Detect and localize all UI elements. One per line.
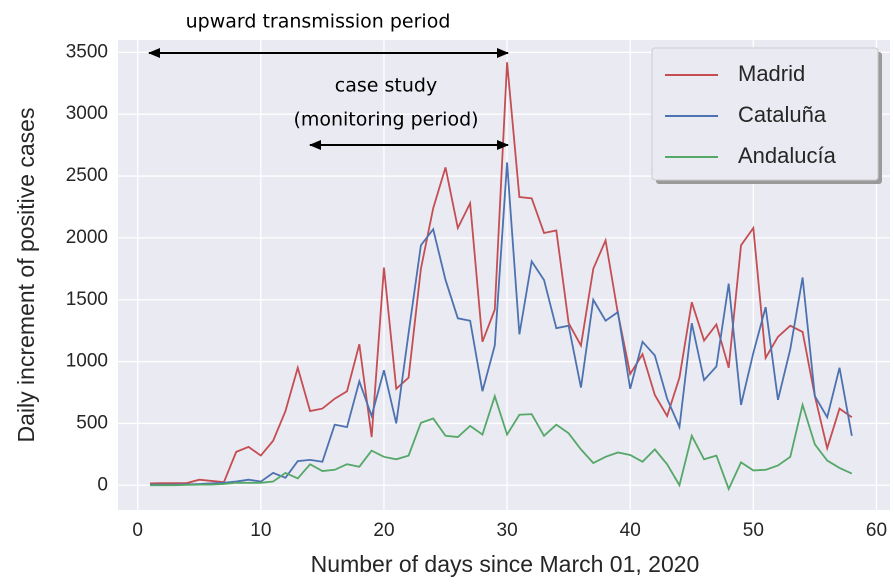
y-tick-label: 1000 xyxy=(66,351,108,372)
annotation: (monitoring period) xyxy=(293,109,478,131)
line-series xyxy=(150,162,853,486)
x-tick-label: 40 xyxy=(620,520,641,541)
x-tick-label: 0 xyxy=(132,520,143,541)
y-tick-label: 500 xyxy=(76,412,108,433)
y-tick-label: 2500 xyxy=(66,165,108,186)
y-axis-label: Daily increment of positive cases xyxy=(13,108,39,443)
line-series xyxy=(149,62,853,485)
x-tick-label: 30 xyxy=(497,520,518,541)
annotation: case study xyxy=(335,75,437,97)
y-tick-label: 2000 xyxy=(66,227,108,248)
y-tick-label: 0 xyxy=(97,474,108,495)
x-tick-label: 50 xyxy=(743,520,764,541)
x-tick-label: 10 xyxy=(250,520,271,541)
legend-label: Cataluña xyxy=(738,102,827,127)
x-tick-label: 60 xyxy=(866,520,887,541)
legend-box xyxy=(651,47,879,181)
legend-label: Madrid xyxy=(738,61,805,86)
y-tick-label: 3500 xyxy=(66,41,108,62)
y-tick-label: 1500 xyxy=(66,289,108,310)
annotation: upward transmission period xyxy=(186,11,451,33)
legend-label: Andalucía xyxy=(738,143,837,168)
x-axis-label: Number of days since March 01, 2020 xyxy=(311,551,700,577)
x-tick-label: 20 xyxy=(373,520,394,541)
y-tick-label: 3000 xyxy=(66,103,108,124)
line-series xyxy=(150,393,853,492)
